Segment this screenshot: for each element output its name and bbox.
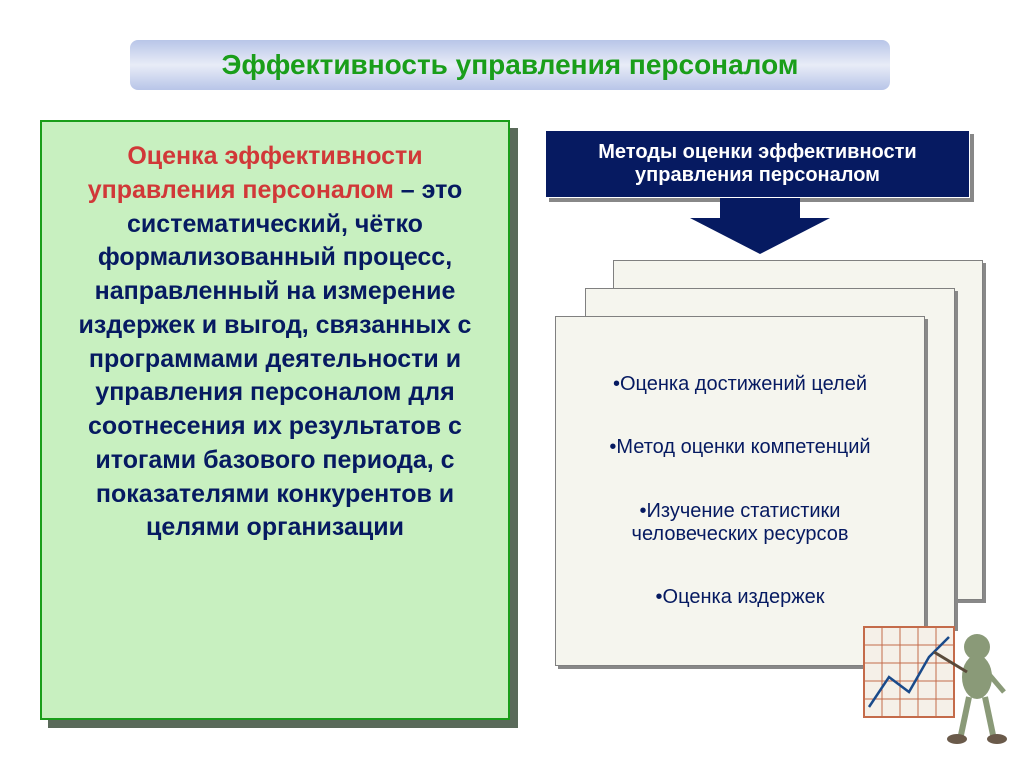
card-front: •Оценка достижений целей •Метод оценки к… [555, 316, 925, 666]
definition-body: – это систематический, чётко формализова… [79, 176, 472, 542]
arrow-stem [720, 198, 800, 220]
presenter-chart-icon [859, 617, 1009, 747]
list-item: •Изучение статистики человеческих ресурс… [574, 500, 906, 546]
page-title: Эффективность управления персоналом [221, 49, 798, 81]
list-item: •Оценка издержек [656, 586, 825, 609]
definition-highlight: Оценка эффективности управления персонал… [88, 142, 423, 204]
definition-box: Оценка эффективности управления персонал… [40, 120, 510, 720]
arrow-down-icon [690, 218, 830, 254]
list-item: •Оценка достижений целей [613, 373, 867, 396]
title-bar: Эффективность управления персоналом [130, 40, 890, 90]
methods-header: Методы оценки эффективности управления п… [545, 130, 970, 198]
methods-header-text: Методы оценки эффективности управления п… [546, 141, 969, 187]
list-item: •Метод оценки компетенций [609, 436, 870, 459]
